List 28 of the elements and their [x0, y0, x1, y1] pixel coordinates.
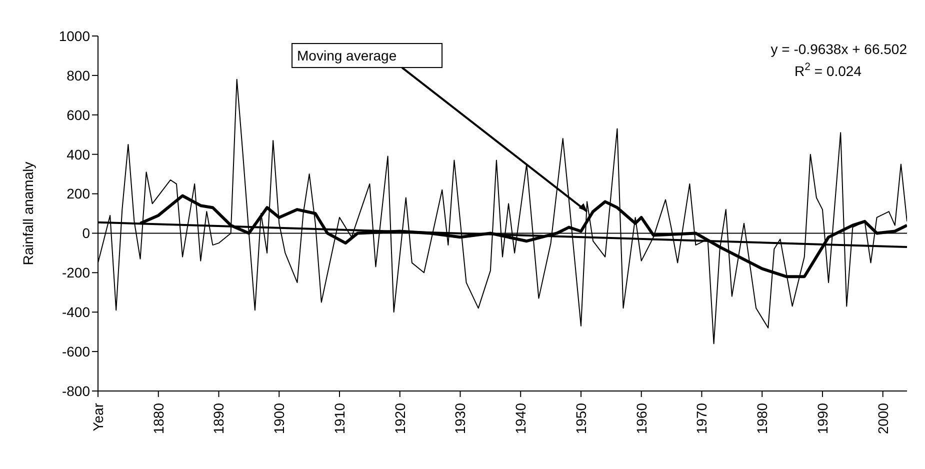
y-tick-label: 600: [66, 106, 90, 123]
y-tick-label: -800: [62, 382, 90, 399]
x-tick-label: 2000: [874, 402, 891, 434]
x-tick-label: 1920: [392, 402, 408, 434]
x-tick-label: Year: [90, 402, 106, 432]
annotation: R$^{2}$ = 0.024: [794, 61, 862, 79]
x-tick-label: 1910: [331, 402, 348, 434]
y-tick-label: -200: [62, 264, 90, 281]
y-axis-title: Rainfall anamaly: [20, 162, 36, 266]
y-tick-label: 800: [66, 67, 90, 84]
y-tick-label: 1000: [58, 28, 90, 44]
y-tick-label: 400: [66, 146, 90, 162]
x-tick-label: 1970: [694, 402, 710, 434]
x-tick-label: 1960: [633, 402, 650, 434]
x-tick-label: 1940: [512, 402, 529, 434]
annotation: y = -0.9638x + 66.502: [770, 41, 908, 57]
x-tick-label: 1980: [754, 402, 770, 434]
x-tick-label: 1950: [572, 402, 589, 434]
y-tick-label: 0: [82, 225, 90, 242]
x-tick-label: 1880: [150, 402, 166, 434]
y-tick-label: -400: [62, 304, 90, 320]
x-tick-label: 1990: [814, 402, 830, 434]
x-tick-label: 1900: [271, 402, 288, 434]
annotation: Moving average: [297, 48, 397, 64]
x-tick-label: 1890: [210, 402, 227, 434]
x-tick-label: 1930: [452, 402, 468, 434]
y-tick-label: 200: [66, 186, 90, 202]
y-tick-label: -600: [62, 344, 90, 360]
